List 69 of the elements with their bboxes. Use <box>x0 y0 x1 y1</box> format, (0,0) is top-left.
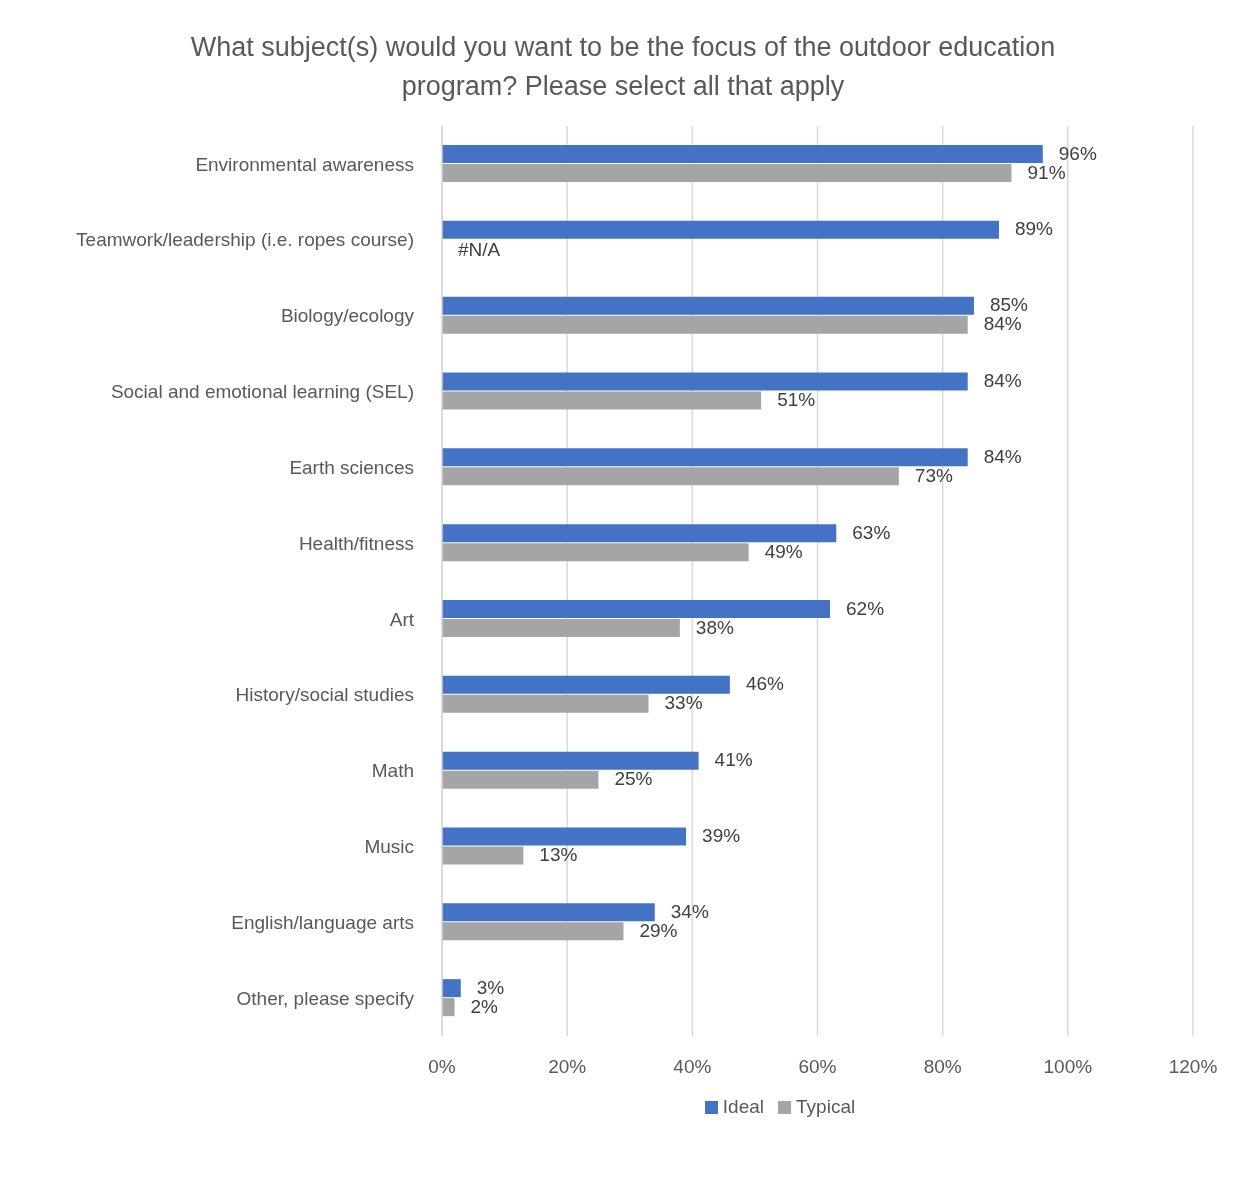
data-label: 91% <box>1027 161 1066 183</box>
bar <box>442 145 1043 163</box>
bar <box>442 751 699 770</box>
y-tick-label: History/social studies <box>235 684 414 706</box>
y-tick-label: Social and emotional learning (SEL) <box>110 381 414 403</box>
data-label: 25% <box>614 768 653 790</box>
x-tick-label: 80% <box>923 1056 962 1078</box>
bar <box>442 846 524 865</box>
bar <box>442 998 455 1017</box>
bar <box>442 467 899 486</box>
y-tick-label: Teamwork/leadership (i.e. ropes course) <box>76 229 414 251</box>
bar <box>442 164 1012 182</box>
bar <box>442 448 968 467</box>
data-label: 2% <box>470 995 499 1017</box>
y-tick-label: Other, please specify <box>236 987 415 1009</box>
bar <box>442 315 968 334</box>
text: #N/A <box>458 238 501 260</box>
y-tick-label: Environmental awareness <box>195 153 414 175</box>
bar <box>442 770 599 789</box>
data-label: 46% <box>745 673 785 695</box>
x-tick-label: 40% <box>673 1056 712 1078</box>
data-label: 41% <box>714 749 753 771</box>
bar <box>442 543 749 562</box>
data-label: 34% <box>670 900 709 922</box>
chart-title: What subject(s) would you want to be the focus of the outdoor education program? Please select all that apply <box>189 31 1057 103</box>
legend-label: Ideal <box>721 1096 765 1118</box>
bar <box>442 524 837 543</box>
bar <box>442 922 624 941</box>
x-tick-label: 120% <box>1168 1056 1218 1078</box>
bar <box>442 903 655 922</box>
bar <box>442 296 974 315</box>
bar <box>442 600 831 618</box>
data-label: 84% <box>983 445 1022 467</box>
bar <box>442 694 649 713</box>
data-label: 51% <box>777 389 816 410</box>
data-label: 3% <box>476 976 505 998</box>
x-tick-label: 100% <box>1043 1056 1093 1078</box>
data-label: 84% <box>983 313 1022 335</box>
data-label: 62% <box>846 597 885 619</box>
bar <box>442 220 999 239</box>
data-label: 89% <box>1014 218 1054 240</box>
bar <box>442 675 730 694</box>
y-tick-label: Art <box>389 608 415 630</box>
data-label: 96% <box>1058 142 1097 164</box>
y-tick-label: Health/fitness <box>298 532 414 554</box>
y-tick-label: Music <box>364 836 414 858</box>
data-label: 33% <box>664 692 703 714</box>
data-label: 85% <box>989 294 1029 316</box>
data-label: 29% <box>639 919 678 941</box>
data-label: 38% <box>695 616 734 638</box>
data-label: 73% <box>914 464 953 486</box>
y-tick-label: English/language arts <box>231 911 414 933</box>
y-tick-label: Earth sciences <box>289 456 414 478</box>
bar <box>442 979 461 998</box>
data-label: 49% <box>764 540 803 562</box>
legend-label: Typical <box>795 1096 856 1118</box>
x-tick-label: 0% <box>428 1056 456 1078</box>
bar <box>442 372 968 391</box>
y-tick-label: Math <box>371 760 414 782</box>
x-tick-label: 20% <box>548 1056 587 1078</box>
bar <box>442 619 680 637</box>
data-label: 13% <box>539 844 578 865</box>
bar <box>442 827 687 846</box>
data-label: 39% <box>702 825 741 846</box>
data-label: 63% <box>852 521 891 543</box>
y-tick-label: Biology/ecology <box>280 305 415 327</box>
data-label: 84% <box>983 370 1022 391</box>
bar <box>442 391 762 410</box>
x-tick-label: 60% <box>798 1056 837 1078</box>
